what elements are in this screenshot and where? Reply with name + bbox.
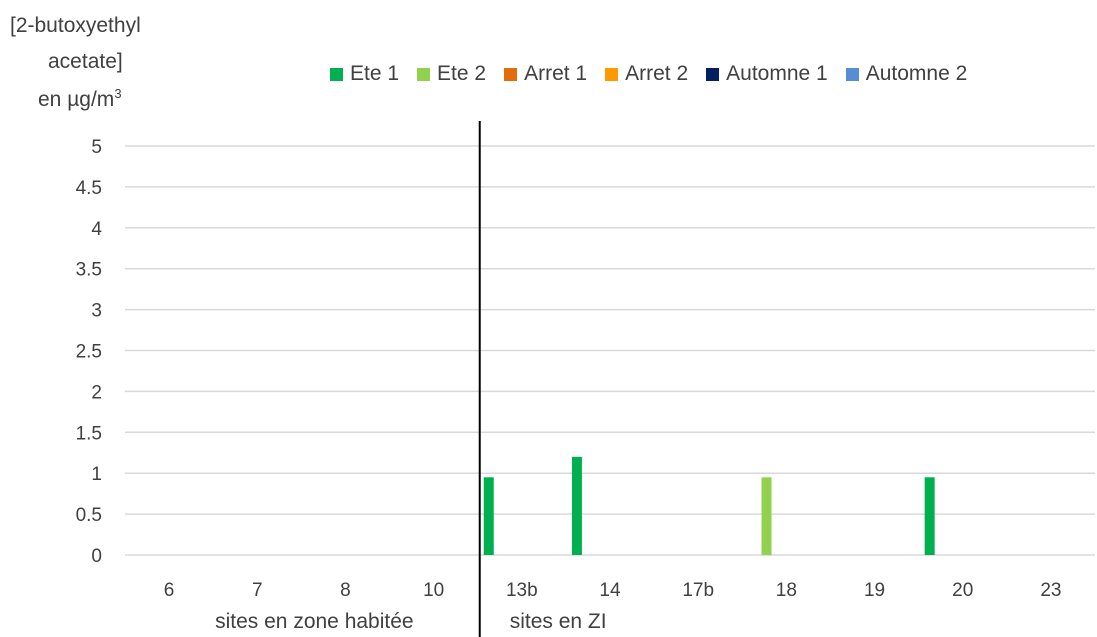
legend-label-ete-1: Ete 1 bbox=[350, 62, 400, 85]
y-tick-label: 4.5 bbox=[76, 178, 102, 199]
x-tick-label: 17b bbox=[682, 580, 714, 601]
x-tick-label: 10 bbox=[423, 580, 444, 601]
legend-label-automne-1: Automne 1 bbox=[726, 62, 828, 85]
legend-item-ete-2: Ete 2 bbox=[417, 62, 486, 86]
group-label-zone-habitee: sites en zone habitée bbox=[215, 610, 413, 633]
y-axis-title-line-3: en µg/m3 bbox=[38, 86, 122, 112]
legend-item-automne-1: Automne 1 bbox=[706, 62, 828, 86]
legend-swatch-arret-2 bbox=[605, 67, 619, 81]
x-tick-label: 13b bbox=[506, 580, 538, 601]
y-tick-label: 2.5 bbox=[76, 342, 102, 363]
legend-item-arret-1: Arret 1 bbox=[504, 62, 587, 86]
y-tick-label: 2 bbox=[91, 382, 102, 403]
y-tick-label: 1.5 bbox=[76, 423, 102, 444]
group-label-zi: sites en ZI bbox=[510, 610, 607, 633]
legend-swatch-automne-1 bbox=[706, 67, 720, 81]
group-labels: sites en zone habitée sites en ZI bbox=[215, 610, 606, 633]
x-tick-label: 6 bbox=[164, 580, 175, 601]
legend-item-ete-1: Ete 1 bbox=[330, 62, 399, 86]
legend-label-automne-2: Automne 2 bbox=[865, 62, 968, 85]
y-tick-label: 0 bbox=[91, 546, 102, 567]
y-tick-labels: 0 0.5 1 1.5 2 2.5 3 3.5 4 4.5 5 bbox=[76, 137, 103, 567]
x-tick-label: 14 bbox=[599, 580, 621, 601]
bar bbox=[761, 477, 772, 555]
y-tick-label: 4 bbox=[91, 219, 102, 240]
y-tick-label: 3.5 bbox=[76, 260, 102, 281]
legend-swatch-ete-2 bbox=[417, 67, 431, 81]
x-tick-label: 20 bbox=[952, 580, 973, 601]
y-tick-label: 3 bbox=[91, 301, 102, 322]
bar bbox=[924, 477, 935, 555]
x-tick-label: 23 bbox=[1040, 580, 1061, 601]
y-axis-title-exponent: 3 bbox=[114, 86, 122, 101]
gridlines bbox=[125, 145, 1095, 556]
legend-item-arret-2: Arret 2 bbox=[605, 62, 688, 86]
y-tick-label: 1 bbox=[91, 464, 102, 485]
x-tick-label: 8 bbox=[340, 580, 351, 601]
x-tick-labels: 6 7 8 10 13b 14 17b 18 19 20 23 bbox=[164, 580, 1062, 601]
bar bbox=[483, 477, 494, 555]
y-tick-label: 0.5 bbox=[76, 505, 102, 526]
bar bbox=[571, 456, 582, 555]
legend-label-ete-2: Ete 2 bbox=[437, 62, 487, 85]
legend-swatch-ete-1 bbox=[330, 67, 343, 81]
legend-label-arret-2: Arret 2 bbox=[625, 62, 689, 85]
legend-swatch-arret-1 bbox=[504, 67, 518, 81]
legend-swatch-automne-2 bbox=[845, 67, 859, 81]
y-tick-label: 5 bbox=[91, 137, 102, 158]
x-tick-label: 7 bbox=[252, 580, 263, 601]
legend: Ete 1 Ete 2 Arret 1 Arret 2 Automne 1 Au… bbox=[330, 62, 967, 86]
x-tick-label: 18 bbox=[776, 580, 797, 601]
y-axis-title-unit: en µg/m bbox=[38, 88, 115, 111]
legend-item-automne-2: Automne 2 bbox=[845, 62, 968, 86]
bars bbox=[483, 456, 935, 555]
legend-label-arret-1: Arret 1 bbox=[524, 62, 588, 85]
y-axis-title-line-1: [2-butoxyethyl bbox=[10, 14, 141, 37]
y-axis-title-line-2: acetate] bbox=[48, 50, 123, 73]
x-tick-label: 19 bbox=[864, 580, 885, 601]
